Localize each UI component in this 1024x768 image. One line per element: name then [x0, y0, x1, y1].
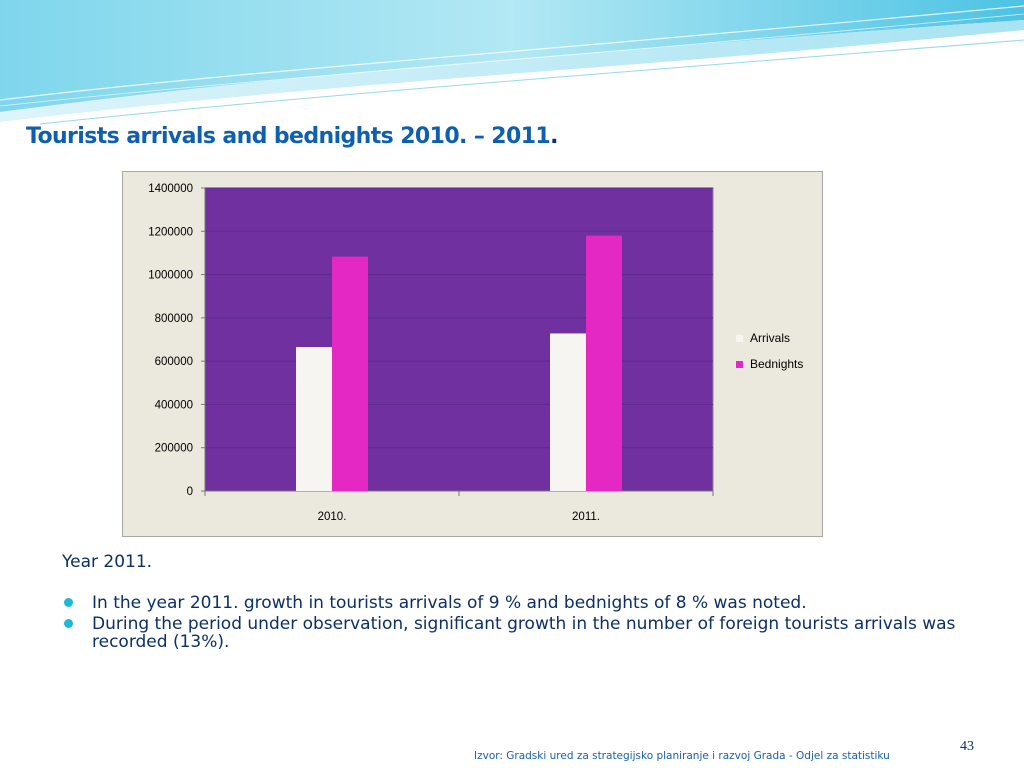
x-tick-label: 2010.: [318, 511, 347, 523]
page-number: 43: [960, 739, 974, 754]
bar-bednights-2010: [332, 256, 368, 491]
slide-title: Tourists arrivals and bednights 2010. – …: [26, 124, 558, 149]
x-tick-label: 2011.: [572, 511, 600, 523]
year-heading: Year 2011.: [62, 552, 153, 572]
y-tick-label: 1200000: [148, 226, 193, 238]
bullet-item: In the year 2011. growth in tourists arr…: [62, 594, 962, 612]
bullet-list: In the year 2011. growth in tourists arr…: [62, 594, 962, 651]
header-wave-decoration: [0, 0, 1024, 125]
bar-arrivals-2011: [550, 333, 586, 491]
bullet-dot-icon: [64, 598, 73, 607]
legend-label-bednights: Bednights: [750, 357, 803, 371]
y-tick-label: 200000: [155, 443, 193, 455]
plot-area: [204, 187, 714, 492]
y-tick-label: 1400000: [148, 183, 193, 195]
legend-swatch-bednights: [736, 361, 743, 368]
y-tick-label: 400000: [155, 399, 193, 411]
y-tick-label: 1000000: [148, 270, 193, 282]
bullet-text: During the period under observation, sig…: [92, 614, 956, 652]
footer-source: Izvor: Gradski ured za strategijsko plan…: [474, 750, 890, 762]
y-tick-label: 800000: [155, 313, 193, 325]
legend-label-arrivals: Arrivals: [750, 331, 790, 345]
slide-body: Year 2011. In the year 2011. growth in t…: [62, 552, 962, 654]
chart-area: 0 200000 400000 600000 800000 1000000 1200000 1…: [122, 171, 823, 537]
bar-bednights-2011: [586, 235, 622, 491]
y-tick-label: 0: [187, 486, 193, 498]
legend-swatch-arrivals: [736, 335, 743, 342]
bullet-dot-icon: [64, 619, 73, 628]
bar-arrivals-2010: [296, 347, 332, 491]
bullet-item: During the period under observation, sig…: [62, 615, 962, 651]
y-tick-label: 600000: [155, 356, 193, 368]
bar-chart: 0 200000 400000 600000 800000 1000000 1200000 1…: [148, 183, 803, 523]
bullet-text: In the year 2011. growth in tourists arr…: [92, 593, 807, 613]
